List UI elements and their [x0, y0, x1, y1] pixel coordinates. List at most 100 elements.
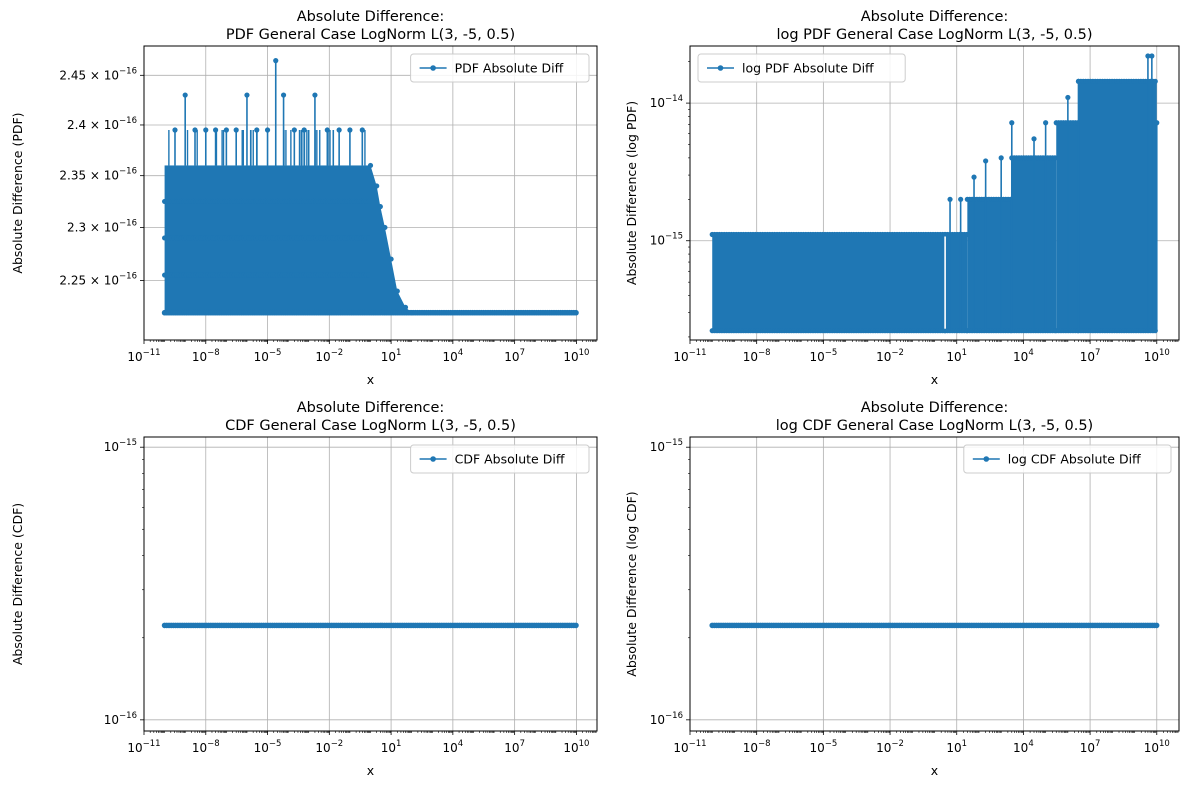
data-point: [958, 196, 964, 202]
x-axis-label: x: [931, 763, 938, 778]
x-tick-label: 10−8: [192, 348, 220, 364]
data-point: [280, 92, 287, 98]
y-tick-label: 2.25 × 10−16: [59, 271, 137, 287]
data-point: [573, 622, 579, 629]
data-point: [336, 127, 342, 133]
x-tick-label: 10−2: [876, 739, 904, 755]
x-axis-label: x: [367, 763, 374, 778]
y-tick-label: 2.35 × 10−16: [59, 167, 137, 183]
chart-title-line-2: log PDF General Case LogNorm L(3, -5, 0.…: [776, 27, 1092, 43]
x-tick-label: 1010: [1144, 348, 1170, 364]
data-point: [312, 92, 318, 98]
data-point: [1031, 136, 1037, 142]
legend-marker: [430, 65, 436, 71]
data-point: [182, 92, 188, 98]
data-point: [377, 204, 383, 210]
series-2: [709, 53, 1160, 334]
data-point: [172, 127, 178, 133]
series-4: [709, 622, 1160, 629]
x-tick-label: 10−8: [192, 739, 220, 755]
dense-band: [945, 234, 968, 331]
data-point: [947, 196, 953, 202]
y-tick-label: 2.45 × 10−16: [59, 66, 137, 82]
dense-band: [1078, 81, 1157, 331]
data-point: [971, 174, 977, 180]
data-point: [223, 127, 229, 133]
data-point: [1075, 78, 1082, 84]
y-tick-label: 2.3 × 10−16: [67, 218, 137, 234]
data-point: [573, 309, 579, 316]
data-point: [402, 304, 409, 310]
data-point: [365, 198, 372, 205]
x-tick-label: 107: [504, 348, 525, 364]
data-point: [394, 288, 400, 294]
chart-panel-2: 10−11 10−8 10−5 10−2 101 104 107 1010 10−15 10−14…: [624, 9, 1180, 387]
x-tick-label: 101: [381, 739, 402, 755]
x-tick-label: 1010: [1144, 739, 1170, 755]
x-tick-label: 10−11: [127, 739, 160, 755]
data-point: [365, 235, 372, 241]
x-tick-label: 104: [1013, 348, 1034, 364]
data-point: [233, 127, 239, 133]
y-tick-label: 10−15: [104, 438, 137, 454]
legend-label: log PDF Absolute Diff: [742, 61, 874, 76]
x-tick-label: 107: [504, 739, 525, 755]
y-tick-label: 2.4 × 10−16: [67, 116, 137, 132]
y-axis-label: Absolute Difference (CDF): [10, 503, 25, 665]
x-tick-label: 107: [1080, 739, 1101, 755]
legend-box: [697, 53, 906, 83]
data-point: [365, 272, 372, 278]
x-tick-label: 1010: [563, 348, 589, 364]
x-axis-label: x: [367, 372, 374, 387]
x-tick-label: 104: [443, 739, 464, 755]
data-point: [367, 162, 374, 169]
data-point: [203, 127, 209, 133]
legend-label: PDF Absolute Diff: [455, 61, 564, 76]
x-tick-label: 10−11: [127, 348, 160, 364]
data-point: [388, 256, 394, 262]
y-tick-label: 10−14: [650, 94, 683, 110]
data-point: [359, 127, 365, 133]
data-point: [1152, 78, 1158, 84]
x-tick-label: 101: [946, 348, 967, 364]
legend-box: [410, 53, 590, 83]
data-point: [324, 127, 330, 133]
x-tick-label: 10−11: [673, 739, 706, 755]
data-point: [291, 127, 297, 133]
x-axis-label: x: [931, 372, 938, 387]
axes-frame: [143, 436, 598, 732]
data-point: [1154, 120, 1160, 126]
data-point: [192, 127, 198, 133]
y-tick-label: 10−15: [650, 232, 683, 248]
data-point: [347, 127, 353, 133]
series-3: [161, 622, 579, 629]
data-point: [1009, 120, 1015, 126]
data-point: [1043, 120, 1049, 126]
y-tick-label: 10−16: [104, 711, 137, 727]
data-point: [983, 158, 989, 164]
legend: PDF Absolute Diff: [410, 53, 590, 83]
chart-title-line-2: CDF General Case LogNorm L(3, -5, 0.5): [225, 418, 516, 434]
y-tick-label: 10−16: [650, 711, 683, 727]
data-point: [1065, 94, 1071, 101]
x-tick-label: 10−5: [809, 739, 837, 755]
y-axis-label: Absolute Difference (PDF): [10, 112, 25, 273]
y-axis-label: Absolute Difference (log PDF): [624, 101, 639, 285]
x-tick-label: 10−2: [315, 739, 343, 755]
series-1: [161, 58, 579, 316]
x-tick-label: 10−8: [743, 739, 771, 755]
data-point: [1145, 53, 1151, 59]
x-tick-label: 10−5: [809, 348, 837, 364]
x-tick-label: 10−2: [315, 348, 343, 364]
data-point: [212, 127, 219, 133]
x-tick-label: 104: [443, 348, 464, 364]
y-axis-label: Absolute Difference (log CDF): [624, 491, 639, 676]
y-tick-label: 10−15: [650, 438, 683, 454]
x-tick-label: 101: [946, 739, 967, 755]
legend-label: log CDF Absolute Diff: [1008, 452, 1141, 467]
legend-marker: [983, 456, 990, 462]
legend-box: [410, 444, 590, 474]
x-tick-label: 101: [381, 348, 402, 364]
data-point: [264, 127, 271, 133]
